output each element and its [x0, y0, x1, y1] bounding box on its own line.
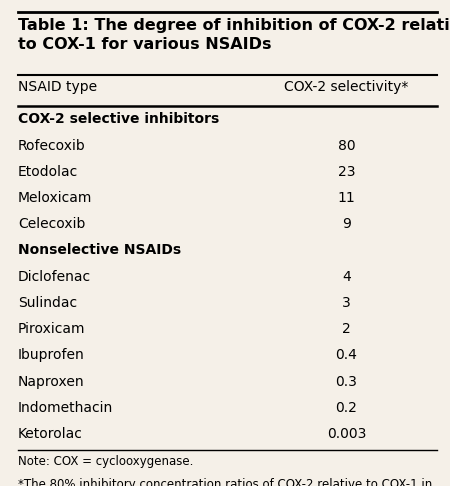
Text: Rofecoxib: Rofecoxib: [18, 139, 86, 153]
Text: Note: COX = cyclooxygenase.: Note: COX = cyclooxygenase.: [18, 455, 194, 469]
Text: Etodolac: Etodolac: [18, 165, 78, 179]
Text: Naproxen: Naproxen: [18, 375, 85, 389]
Text: 0.2: 0.2: [336, 401, 357, 415]
Text: 0.4: 0.4: [336, 348, 357, 363]
Text: Ketorolac: Ketorolac: [18, 427, 83, 441]
Text: Diclofenac: Diclofenac: [18, 270, 91, 284]
Text: 0.003: 0.003: [327, 427, 366, 441]
Text: 2: 2: [342, 322, 351, 336]
Text: 80: 80: [338, 139, 356, 153]
Text: Meloxicam: Meloxicam: [18, 191, 92, 205]
Text: NSAID type: NSAID type: [18, 80, 97, 94]
Text: 23: 23: [338, 165, 355, 179]
Text: 3: 3: [342, 296, 351, 310]
Text: 0.3: 0.3: [336, 375, 357, 389]
Text: Table 1: The degree of inhibition of COX-2 relative
to COX-1 for various NSAIDs: Table 1: The degree of inhibition of COX…: [18, 18, 450, 52]
Text: 4: 4: [342, 270, 351, 284]
Text: COX-2 selective inhibitors: COX-2 selective inhibitors: [18, 112, 219, 126]
Text: Nonselective NSAIDs: Nonselective NSAIDs: [18, 243, 181, 258]
Text: Piroxicam: Piroxicam: [18, 322, 86, 336]
Text: Celecoxib: Celecoxib: [18, 217, 86, 231]
Text: *The 80% inhibitory concentration ratios of COX-2 relative to COX-1 in: *The 80% inhibitory concentration ratios…: [18, 478, 432, 486]
Text: Ibuprofen: Ibuprofen: [18, 348, 85, 363]
Text: Indomethacin: Indomethacin: [18, 401, 113, 415]
Text: 9: 9: [342, 217, 351, 231]
Text: Sulindac: Sulindac: [18, 296, 77, 310]
Text: COX-2 selectivity*: COX-2 selectivity*: [284, 80, 409, 94]
Text: 11: 11: [338, 191, 356, 205]
